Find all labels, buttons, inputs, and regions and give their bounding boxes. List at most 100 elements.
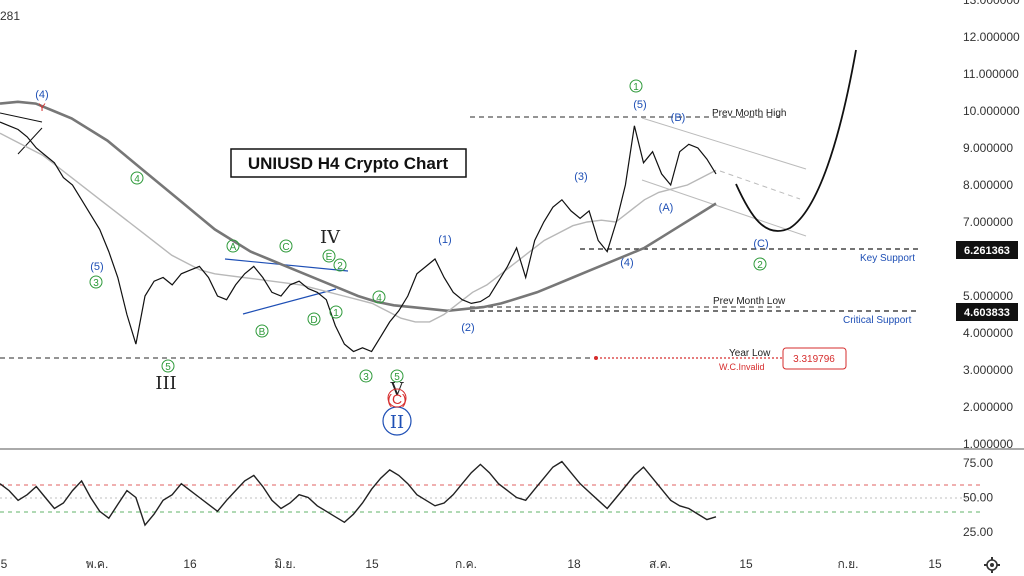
x-tick-label: 18 xyxy=(567,557,581,571)
price-tick-label: 11.000000 xyxy=(963,67,1019,81)
wave-label-green: 5 xyxy=(161,359,175,373)
ma-slow-line xyxy=(0,100,717,313)
price-tick-label: 9.000000 xyxy=(963,141,1013,155)
rsi-tick-label: 50.00 xyxy=(963,491,993,505)
price-tick-label: 4.000000 xyxy=(963,326,1013,340)
price-tick-label: 2.000000 xyxy=(963,400,1013,414)
wave-label-blue: (5) xyxy=(90,261,103,273)
wc-invalid-label: W.C.Invalid xyxy=(719,362,765,372)
chart-title-box[interactable] xyxy=(230,148,467,178)
x-tick-label: 5 xyxy=(1,557,8,571)
wave-label-blue: (C) xyxy=(753,238,768,250)
trendline xyxy=(0,112,43,123)
price-tick-label: 10.000000 xyxy=(963,104,1020,118)
svg-text:A: A xyxy=(230,242,237,253)
critical-support-price: 4.603833 xyxy=(964,307,1010,319)
price-tick-label: 5.000000 xyxy=(963,289,1013,303)
ma-fast-line xyxy=(0,132,717,323)
projection-curve xyxy=(735,49,857,232)
wave-label-blue: (2) xyxy=(461,322,474,334)
wave-label-red: (C) xyxy=(387,391,406,407)
wave-label-blue: (4) xyxy=(620,257,633,269)
wave-label-green: 4 xyxy=(130,171,144,185)
wave-label-green: 1 xyxy=(629,79,643,93)
wave-label-green: 4 xyxy=(372,290,386,304)
svg-text:1: 1 xyxy=(633,82,639,93)
wave-label-red: Y xyxy=(38,102,46,114)
wave-label-roman: III xyxy=(155,373,176,394)
price-tick-label: 13.000000 xyxy=(963,0,1020,7)
svg-text:E: E xyxy=(326,252,333,263)
wave-label-green: 3 xyxy=(89,275,103,289)
wave-label-green: 1 xyxy=(329,305,343,319)
wave-label-green: 2 xyxy=(333,258,347,272)
prev-month-low-label: Prev Month Low xyxy=(713,296,786,307)
x-tick-label: 15 xyxy=(739,557,753,571)
svg-text:C: C xyxy=(282,242,289,253)
wave-label-roman: IV xyxy=(320,227,341,248)
svg-text:3: 3 xyxy=(93,278,99,289)
wave-label-green: 2 xyxy=(753,257,767,271)
chart-title: UNIUSD H4 Crypto Chart xyxy=(248,154,449,173)
svg-text:4: 4 xyxy=(134,174,140,185)
svg-text:B: B xyxy=(259,327,266,338)
key-support-price-tag xyxy=(956,241,1018,259)
wc-invalid-marker xyxy=(594,356,598,360)
wave-label-blue: (3) xyxy=(574,171,587,183)
wave-label-blue: (1) xyxy=(438,234,451,246)
year-low-label: Year Low xyxy=(729,348,771,359)
price-line xyxy=(0,121,717,353)
wave-label-green: E xyxy=(322,249,336,263)
key-support-price: 6.261363 xyxy=(964,245,1010,257)
year-low-value-box xyxy=(782,347,847,370)
x-tick-label: พ.ค. xyxy=(86,557,109,571)
x-tick-label: ก.ค. xyxy=(455,557,477,571)
wave-label-green: B xyxy=(255,324,269,338)
wave-label-green: D xyxy=(307,312,321,326)
x-axis[interactable]: 5 พ.ค. 16 มิ.ย. 15 ก.ค. 18 ส.ค. 15 ก.ย. 15 xyxy=(1,557,942,571)
svg-text:2: 2 xyxy=(337,261,343,272)
price-tick-label: 3.000000 xyxy=(963,363,1013,377)
wave-label-green: 3 xyxy=(359,369,373,383)
price-tick-label: 8.000000 xyxy=(963,178,1013,192)
svg-text:4: 4 xyxy=(376,293,382,304)
wave-label-blue: (A) xyxy=(659,202,674,214)
critical-support-price-tag xyxy=(956,303,1018,321)
wave-label-blue: (4) xyxy=(35,89,48,101)
price-axis[interactable]: 13.000000 12.000000 11.000000 10.000000 9.00… xyxy=(963,0,1020,451)
price-tick-label: 1.000000 xyxy=(963,437,1013,451)
triangle-lower-line xyxy=(242,288,337,315)
x-tick-label: มิ.ย. xyxy=(274,557,296,571)
svg-text:2: 2 xyxy=(757,260,763,271)
price-tick-label: 7.000000 xyxy=(963,215,1013,229)
x-tick-label: 15 xyxy=(928,557,942,571)
svg-text:3: 3 xyxy=(363,372,369,383)
svg-text:5: 5 xyxy=(165,362,171,373)
year-low-value: 3.319796 xyxy=(793,354,835,365)
svg-text:D: D xyxy=(310,315,317,326)
svg-text:1: 1 xyxy=(333,308,339,319)
x-tick-label: 16 xyxy=(183,557,197,571)
prev-month-high-label: Prev Month High xyxy=(712,108,786,119)
rsi-tick-label: 25.00 xyxy=(963,525,993,539)
wave-c-circle xyxy=(387,388,407,408)
rsi-axis[interactable]: 75.00 50.00 25.00 xyxy=(963,456,993,539)
wave-label-blue: (5) xyxy=(633,99,646,111)
gear-icon[interactable] xyxy=(984,557,1000,573)
x-tick-label: 15 xyxy=(365,557,379,571)
price-tick-label: 12.000000 xyxy=(963,30,1020,44)
svg-text:5: 5 xyxy=(394,372,400,383)
triangle-upper-line xyxy=(224,258,349,272)
rsi-line xyxy=(0,460,717,527)
channel-upper-line xyxy=(641,117,807,170)
rsi-tick-label: 75.00 xyxy=(963,456,993,470)
wave-label-roman: II xyxy=(390,412,404,433)
wave-label-blue: (B) xyxy=(671,112,686,124)
wave-label-green: 5 xyxy=(390,369,404,383)
critical-support-label: Critical Support xyxy=(843,315,912,326)
x-tick-label: ส.ค. xyxy=(649,557,671,571)
symbol-fragment: 281 xyxy=(0,9,20,23)
x-tick-label: ก.ย. xyxy=(838,557,859,571)
